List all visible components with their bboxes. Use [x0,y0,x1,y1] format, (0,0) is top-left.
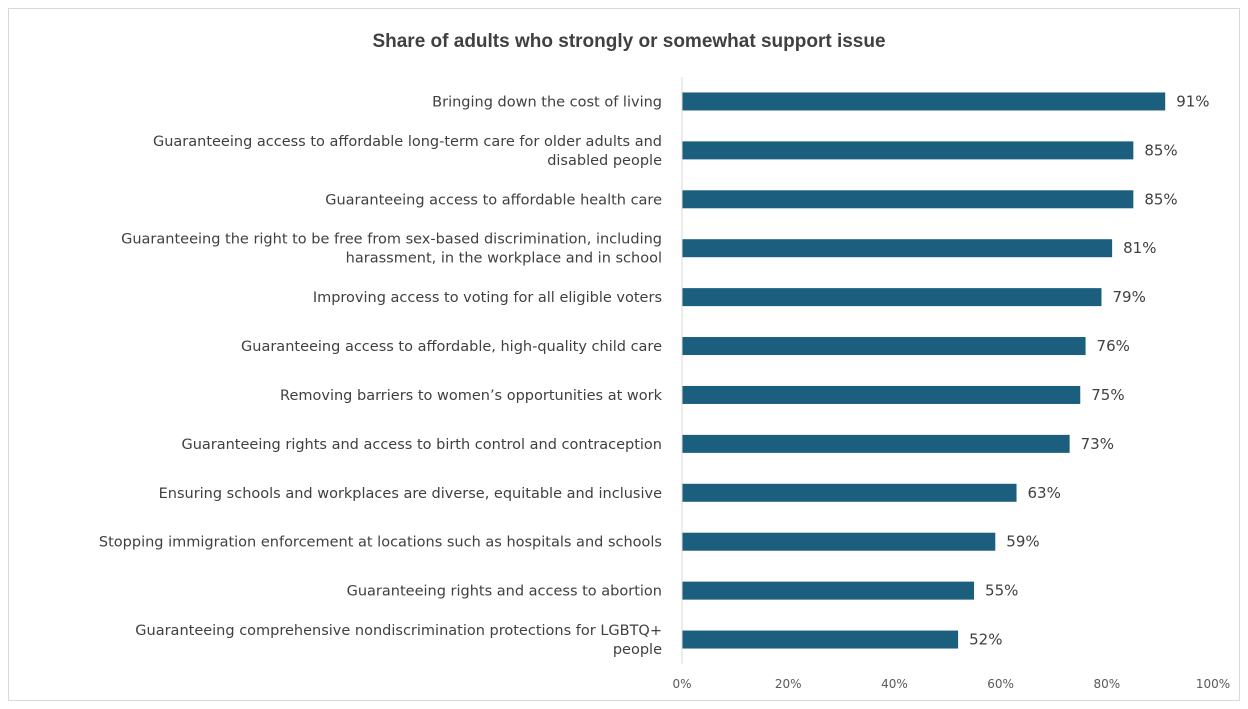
data-label-12: 52% [969,631,1002,649]
category-label-11: Guaranteeing rights and access to aborti… [347,584,662,600]
category-label-9: Ensuring schools and workplaces are dive… [159,486,662,502]
x-tick-label-5: 80% [1093,677,1120,691]
bar-6 [682,337,1086,356]
category-label-7: Removing barriers to women’s opportuniti… [280,388,663,404]
bar-12 [682,630,959,649]
bar-10 [682,532,996,551]
x-axis-ticks: 0% 20% 40% 60% 80% 100% [672,77,1230,691]
category-label-4: Guaranteeing the right to be free from s… [121,232,662,267]
category-label-5: Improving access to voting for all eligi… [313,290,662,306]
bar-1 [682,92,1166,111]
data-label-10: 59% [1006,533,1039,551]
data-label-9: 63% [1028,484,1061,502]
x-tick-label-3: 40% [881,677,908,691]
x-tick-label-2: 20% [775,677,802,691]
category-label-1: Bringing down the cost of living [432,94,662,110]
data-label-3: 85% [1144,190,1177,208]
data-label-2: 85% [1144,141,1177,159]
data-label-6: 76% [1097,337,1130,355]
bar-9 [682,483,1017,502]
category-label-6: Guaranteeing access to affordable, high-… [241,339,662,355]
category-label-12: Guaranteeing comprehensive nondiscrimina… [135,623,662,658]
category-label-3: Guaranteeing access to affordable health… [325,192,662,208]
bar-8 [682,434,1070,453]
category-label-2: Guaranteeing access to affordable long-t… [153,134,662,169]
data-label-8: 73% [1081,435,1114,453]
bar-4 [682,239,1113,258]
bars-layer: 91% 85% 85% 81% 79% 76% 75% 73% 63% 59% 55% 52% [682,92,1210,649]
data-label-4: 81% [1123,239,1156,257]
bar-5 [682,288,1102,307]
category-label-8: Guaranteeing rights and access to birth … [181,437,662,453]
bar-2 [682,141,1134,160]
bar-7 [682,385,1081,404]
data-label-7: 75% [1091,386,1124,404]
data-label-11: 55% [985,582,1018,600]
category-label-10: Stopping immigration enforcement at loca… [99,535,662,551]
x-tick-label-4: 60% [987,677,1014,691]
bar-3 [682,190,1134,209]
category-labels: Bringing down the cost of living Guarante… [99,94,663,658]
data-label-5: 79% [1112,288,1145,306]
x-tick-label-1: 0% [672,677,691,691]
x-tick-label-6: 100% [1196,677,1230,691]
chart-title: Share of adults who strongly or somewhat… [372,31,885,52]
bar-11 [682,581,975,600]
data-label-1: 91% [1176,92,1209,110]
